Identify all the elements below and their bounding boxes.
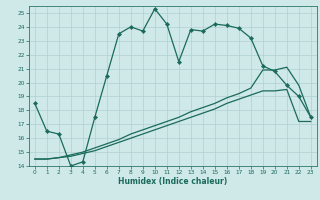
X-axis label: Humidex (Indice chaleur): Humidex (Indice chaleur) bbox=[118, 177, 228, 186]
